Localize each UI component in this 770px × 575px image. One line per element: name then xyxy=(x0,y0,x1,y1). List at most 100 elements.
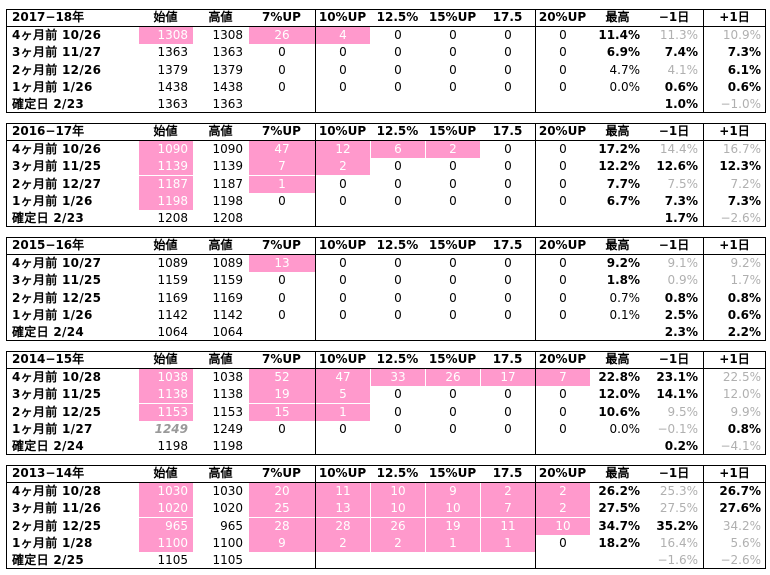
table-cell: 2.5% xyxy=(664,307,698,322)
table-cell: 0 xyxy=(504,256,512,271)
table-cell: 1187 xyxy=(139,175,193,193)
table-cell: 1030 xyxy=(212,484,243,499)
table-cell: 1038 xyxy=(212,370,243,385)
table-cell xyxy=(591,438,645,455)
table-cell: 9.9% xyxy=(730,404,762,419)
table-cell: 4 xyxy=(316,27,370,45)
table-cell: 2 xyxy=(316,534,370,552)
column-header: 7%UP xyxy=(262,124,301,138)
column-header: 始値 xyxy=(153,352,178,366)
column-header: 10%UP xyxy=(318,10,367,24)
table-cell: 0 xyxy=(559,290,567,305)
row-label: 3ヶ月前 11/26 xyxy=(12,501,102,516)
column-header: +1日 xyxy=(719,124,750,138)
table-cell: 1 xyxy=(481,534,535,552)
table-cell xyxy=(316,324,370,341)
block-title: 2016−17年 xyxy=(12,124,85,138)
table-cell: 1187 xyxy=(212,176,243,191)
column-header: 7%UP xyxy=(262,10,301,24)
table-cell: 7 xyxy=(536,369,590,387)
table-cell: 1 xyxy=(426,534,480,552)
row-label: 4ヶ月前 10/26 xyxy=(12,28,102,43)
table-cell: 34.2% xyxy=(722,518,761,533)
table-cell: 1249 xyxy=(212,421,243,436)
table-cell: 1064 xyxy=(212,325,243,339)
table-cell: 14.4% xyxy=(659,142,698,157)
table-cell: 0 xyxy=(449,79,457,94)
row-label: 1ヶ月前 1/26 xyxy=(12,79,93,94)
row-label: 2ヶ月前 12/25 xyxy=(12,518,102,533)
column-header: 20%UP xyxy=(538,10,587,24)
row-label: 3ヶ月前 11/25 xyxy=(12,387,102,402)
table-cell: 1.8% xyxy=(606,273,640,288)
column-header: 10%UP xyxy=(318,352,367,366)
table-cell: 0 xyxy=(504,273,512,288)
table-block xyxy=(6,465,766,569)
column-header: 始値 xyxy=(153,238,178,252)
table-cell: 0 xyxy=(394,307,402,322)
table-cell: 1363 xyxy=(157,45,188,60)
table-cell xyxy=(591,96,645,113)
table-cell: 1249 xyxy=(154,421,188,436)
table-cell: 0 xyxy=(394,273,402,288)
table-cell: 6.1% xyxy=(727,62,761,77)
table-cell: 47 xyxy=(316,369,370,387)
column-header: 高値 xyxy=(208,238,233,252)
row-label: 確定日 2/24 xyxy=(12,439,85,453)
table-cell: 9.2% xyxy=(606,256,640,271)
table-cell: 0 xyxy=(559,535,567,550)
column-header: 最高 xyxy=(605,466,630,480)
table-cell: 0 xyxy=(394,62,402,77)
table-cell: 0 xyxy=(559,28,567,43)
row-label: 4ヶ月前 10/26 xyxy=(12,142,102,157)
table-block xyxy=(6,351,766,455)
column-header: −1日 xyxy=(658,238,690,252)
table-cell: −1.0% xyxy=(720,97,761,111)
grid-line xyxy=(535,123,536,227)
table-cell xyxy=(591,324,645,341)
table-cell: 1138 xyxy=(139,386,193,404)
table-cell: 9.1% xyxy=(667,256,699,271)
table-cell: 27.6% xyxy=(719,501,761,516)
table-cell: 0 xyxy=(278,421,286,436)
table-cell: 1198 xyxy=(157,439,188,453)
table-cell: 0 xyxy=(559,193,567,208)
column-header: −1日 xyxy=(658,466,690,480)
column-header: 高値 xyxy=(208,124,233,138)
table-cell: 0 xyxy=(559,404,567,419)
table-cell: 2 xyxy=(371,534,425,552)
table-cell: 2 xyxy=(481,483,535,501)
table-cell: 28 xyxy=(316,517,370,535)
table-cell: 1 xyxy=(316,403,370,421)
table-cell xyxy=(316,210,370,227)
table-cell: 7.2% xyxy=(730,176,762,191)
grid-line xyxy=(703,9,704,113)
table-cell xyxy=(371,210,425,227)
table-cell: 1105 xyxy=(212,553,243,567)
table-cell: 5 xyxy=(316,386,370,404)
table-cell: 2 xyxy=(536,500,590,518)
table-cell: 0 xyxy=(504,176,512,191)
table-cell: 9 xyxy=(426,483,480,501)
column-header: 17.5 xyxy=(492,466,523,480)
table-cell: 1159 xyxy=(157,273,188,288)
block-title: 2017−18年 xyxy=(12,10,85,24)
column-header: −1日 xyxy=(658,10,690,24)
table-cell: 25 xyxy=(249,500,315,518)
table-cell: 0 xyxy=(449,256,457,271)
table-cell xyxy=(316,96,370,113)
table-cell: 1142 xyxy=(157,307,188,322)
table-cell: 7.4% xyxy=(664,45,698,60)
table-cell xyxy=(371,96,425,113)
table-cell: 5.6% xyxy=(730,535,762,550)
grid-line xyxy=(535,237,536,341)
column-header: 17.5 xyxy=(492,238,523,252)
grid-line xyxy=(315,351,316,455)
table-cell xyxy=(249,552,315,569)
grid-line xyxy=(6,140,766,142)
table-cell xyxy=(426,438,480,455)
table-cell: 25.3% xyxy=(659,484,698,499)
table-cell: 0.6% xyxy=(727,79,761,94)
table-cell: 1153 xyxy=(139,403,193,421)
column-header: 始値 xyxy=(153,124,178,138)
